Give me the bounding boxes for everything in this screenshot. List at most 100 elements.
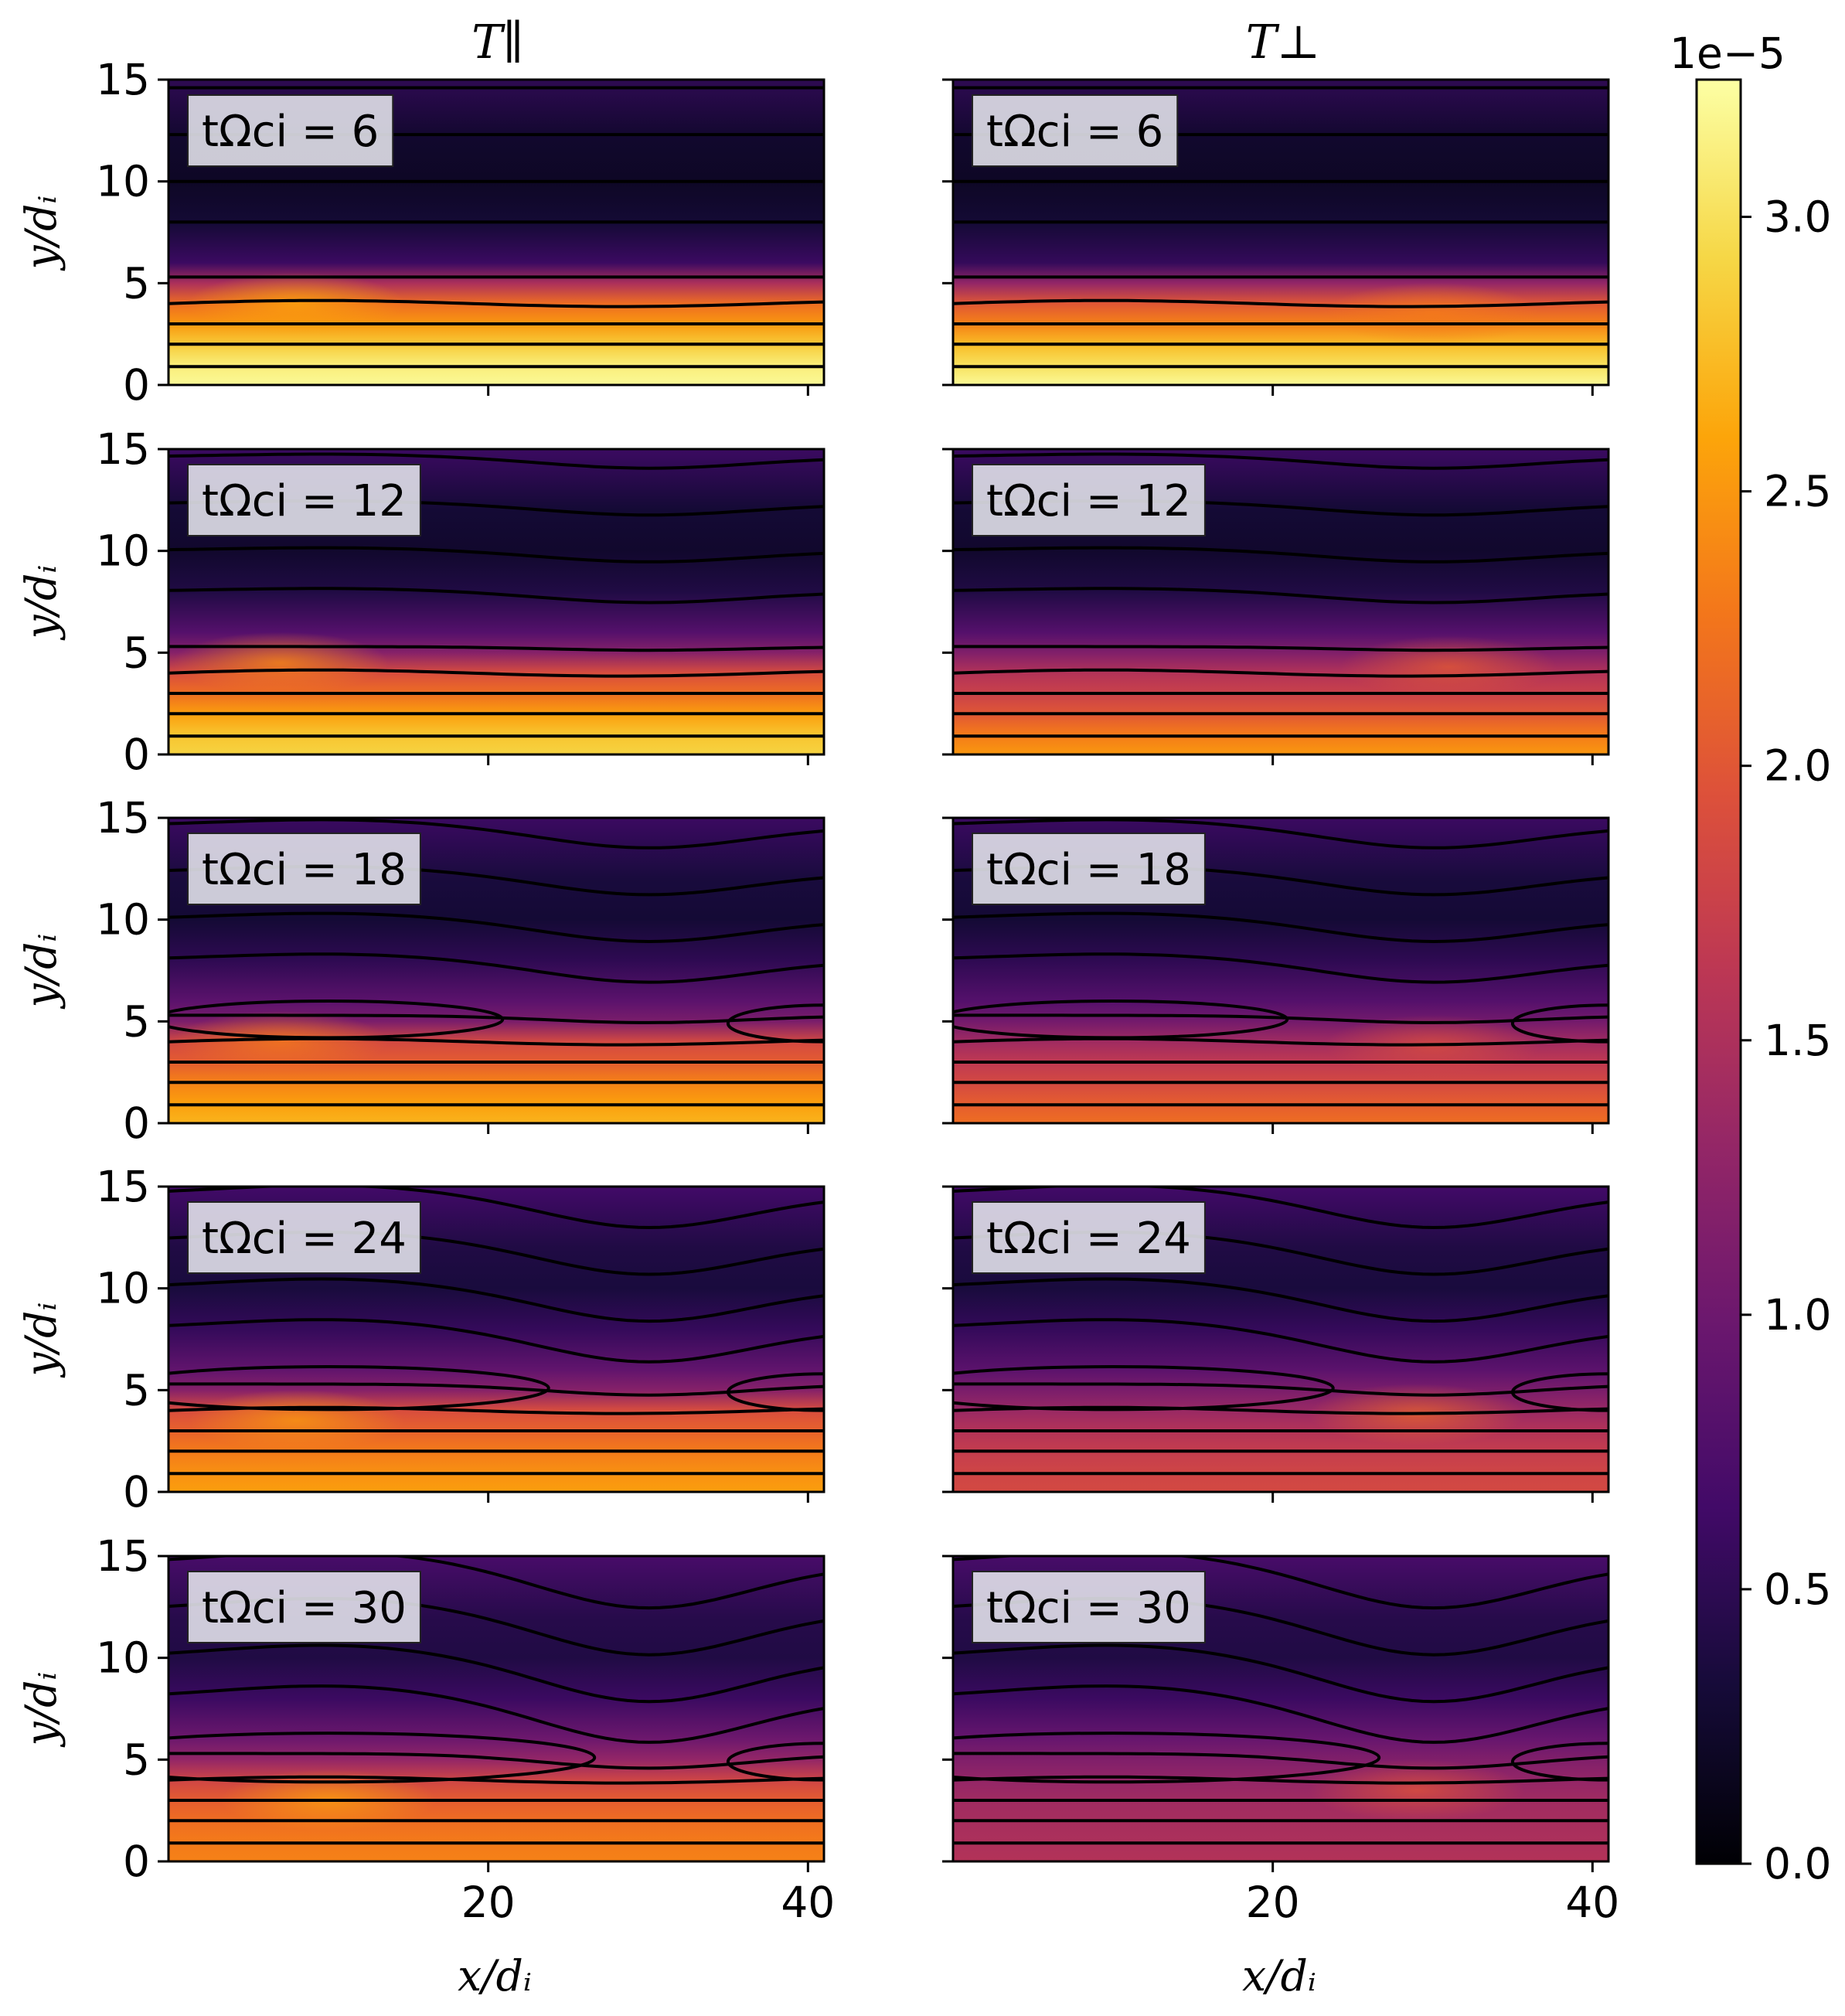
panel-frame — [167, 448, 825, 756]
panels-layer: 0 5 10 15 0 5 10 15 0 5 10 15 0 5 10 15 0 5 10 15 20 40 20 40 — [96, 55, 1619, 1927]
y-axis-title: y/dᵢ — [16, 1672, 66, 1749]
contour-line — [953, 911, 1608, 944]
contour-line — [169, 298, 824, 308]
contour-line — [169, 818, 824, 850]
y-tick-label: 5 — [123, 628, 150, 677]
y-tick-label: 0 — [123, 1837, 150, 1886]
colorbar-tick-label: 0.5 — [1764, 1565, 1831, 1614]
heatmap-panel-perp-t18 — [942, 816, 1610, 1134]
contour-line — [169, 1013, 824, 1024]
y-tick-label: 0 — [123, 360, 150, 410]
y-tick-label: 0 — [123, 730, 150, 779]
heatmap-hotspot — [1324, 282, 1541, 345]
y-tick-label: 0 — [123, 1467, 150, 1517]
panel-frame — [951, 448, 1610, 756]
magnetic-island-contour — [953, 999, 1289, 1040]
panel-frame — [167, 78, 825, 387]
x-axis-title-right: x/dᵢ — [1242, 1951, 1316, 2001]
time-label: tΩci = 24 — [986, 1214, 1191, 1264]
contour-line — [169, 1556, 824, 1610]
contour-line — [953, 1556, 1608, 1610]
contour-line — [169, 452, 824, 470]
y-tick-label: 10 — [96, 895, 150, 945]
time-label-box — [972, 94, 1179, 167]
contour-line — [169, 1318, 824, 1364]
colorbar-tick-label: 2.0 — [1764, 741, 1831, 791]
time-label: tΩci = 24 — [202, 1214, 407, 1264]
magnetic-island-contour — [169, 999, 505, 1040]
colorbar-tick-label: 2.5 — [1764, 467, 1831, 516]
colorbar-tick-label: 1.0 — [1764, 1290, 1831, 1340]
colorbar-tick-label: 3.0 — [1764, 192, 1831, 242]
contour-line — [169, 668, 824, 678]
colorbar: 1e−5 0.0 0.5 1.0 1.5 2.0 2.5 3.0 — [1670, 29, 1831, 1888]
time-label: tΩci = 18 — [202, 845, 407, 895]
contour-lines — [169, 1556, 824, 1845]
panel-frame — [951, 1185, 1610, 1493]
colorbar-ticks: 0.0 0.5 1.0 1.5 2.0 2.5 3.0 — [1741, 192, 1831, 1888]
contour-line — [953, 1013, 1608, 1024]
y-tick-label: 5 — [123, 1735, 150, 1784]
time-label: tΩci = 18 — [986, 845, 1191, 895]
y-tick-label: 15 — [96, 1162, 150, 1211]
y-tick-label: 5 — [123, 1365, 150, 1415]
contour-line — [169, 952, 824, 984]
y-tick-label: 5 — [123, 258, 150, 308]
column-title-parallel: T∥ — [471, 15, 524, 70]
heatmap-panel-parallel-t6: 0 5 10 15 — [96, 55, 825, 410]
time-label-box — [187, 94, 394, 167]
magnetic-island-contour — [726, 1003, 824, 1044]
x-tick-label: 40 — [1565, 1878, 1619, 1927]
contour-line — [953, 645, 1608, 652]
y-axis-title: y/dᵢ — [16, 934, 66, 1010]
y-axis-title: y/dᵢ — [16, 565, 66, 642]
contour-line — [169, 587, 824, 604]
contour-line — [953, 1318, 1608, 1364]
magnetic-island-contour — [169, 1365, 550, 1412]
contour-lines — [169, 86, 824, 369]
contour-line — [953, 1775, 1608, 1785]
panel-frame — [167, 1185, 825, 1493]
y-tick-label: 15 — [96, 793, 150, 843]
colorbar-tick-label: 1.5 — [1764, 1016, 1831, 1065]
time-label: tΩci = 30 — [986, 1583, 1191, 1633]
time-label-box — [187, 1201, 421, 1274]
contour-line — [953, 1037, 1608, 1047]
contour-line — [953, 818, 1608, 850]
panel-frame — [951, 816, 1610, 1125]
panel-frame — [167, 1555, 825, 1863]
panel-frame — [167, 816, 825, 1125]
contour-line — [953, 1752, 1608, 1770]
colorbar-tick-label: 0.0 — [1764, 1839, 1831, 1888]
time-label: tΩci = 6 — [202, 107, 379, 157]
time-label: tΩci = 30 — [202, 1583, 407, 1633]
time-label: tΩci = 12 — [986, 476, 1191, 526]
time-label-box — [972, 464, 1206, 536]
contour-line — [169, 1684, 824, 1744]
column-title-perpendicular: T⊥ — [1246, 15, 1320, 70]
heatmap-hotspot — [188, 1389, 405, 1452]
y-tick-label: 10 — [96, 1633, 150, 1683]
y-tick-label: 10 — [96, 157, 150, 206]
time-label-box — [187, 1571, 421, 1643]
magnetic-island-contour — [726, 1372, 824, 1412]
contour-lines — [953, 452, 1608, 738]
contour-line — [169, 1752, 824, 1770]
panel-frame — [951, 1555, 1610, 1863]
magnetic-island-contour — [1510, 1372, 1608, 1412]
time-label-box — [972, 1571, 1206, 1643]
heatmap-hotspot — [1340, 635, 1557, 698]
magnetic-island-contour — [726, 1742, 824, 1782]
contour-line — [953, 452, 1608, 470]
time-label: tΩci = 12 — [202, 476, 407, 526]
contour-line — [953, 546, 1608, 564]
contour-line — [169, 546, 824, 564]
contour-line — [169, 911, 824, 944]
y-axis-title: y/dᵢ — [16, 196, 66, 272]
y-axis-title: y/dᵢ — [16, 1303, 66, 1379]
contour-line — [169, 645, 824, 652]
y-tick-label: 0 — [123, 1098, 150, 1148]
colorbar-gradient — [1695, 78, 1742, 1865]
contour-line — [169, 1037, 824, 1047]
contour-line — [953, 1643, 1608, 1704]
